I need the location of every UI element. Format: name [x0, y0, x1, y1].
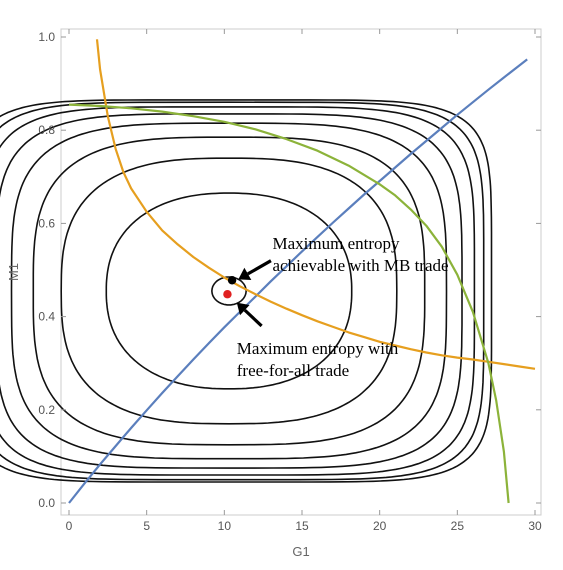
- y-tick-label: 0.6: [38, 216, 55, 230]
- contour-line-7: [0, 106, 476, 476]
- x-tick-label: 15: [295, 519, 309, 533]
- x-tick-label: 20: [373, 519, 387, 533]
- annotation-arrow-2: [243, 308, 263, 328]
- contour-line-3: [60, 157, 398, 425]
- orange-curve: [95, 39, 536, 370]
- blue-curve: [68, 58, 528, 504]
- annotation-text-1: Maximum entropy achievable with MB trade: [272, 234, 448, 275]
- y-tick-label: 0.8: [38, 123, 55, 137]
- annotations: Maximum entropy achievable with MB trade M…: [237, 234, 449, 380]
- y-tick-label: 0.4: [38, 310, 55, 324]
- y-axis-ticks: 0.0 0.2 0.4 0.6 0.8 1.0: [38, 30, 541, 510]
- annotation-text-2: Maximum entropy with free-for-all trade: [237, 339, 399, 380]
- annotation-arrow-1: [247, 259, 272, 276]
- contour-line-2: [105, 192, 353, 390]
- y-tick-label: 1.0: [38, 30, 55, 44]
- contour-line-9: [0, 99, 493, 483]
- contour-line-4: [32, 136, 426, 446]
- x-tick-label: 10: [218, 519, 232, 533]
- annotation-arrowhead-1: [238, 267, 252, 280]
- x-tick-label: 0: [66, 519, 73, 533]
- y-tick-label: 0.0: [38, 496, 55, 510]
- annotation-arrowhead-2: [236, 302, 250, 316]
- free-trade-point: [223, 290, 232, 299]
- data-points: [223, 276, 237, 299]
- x-tick-label: 5: [143, 519, 150, 533]
- x-tick-label: 30: [528, 519, 542, 533]
- x-axis-label: G1: [292, 544, 309, 559]
- annotation-arrows: [236, 259, 272, 328]
- green-curve: [68, 103, 510, 504]
- x-tick-label: 25: [451, 519, 465, 533]
- contour-line-5: [10, 122, 448, 460]
- y-tick-label: 0.2: [38, 403, 55, 417]
- y-axis-label: M1: [6, 263, 21, 281]
- contour-line-6: [0, 113, 463, 469]
- mb-trade-point: [227, 276, 237, 285]
- contour-line-8: [0, 101, 485, 481]
- series-lines: [68, 39, 536, 504]
- x-axis-ticks: 0 5 10 15 20 25 30: [66, 29, 542, 533]
